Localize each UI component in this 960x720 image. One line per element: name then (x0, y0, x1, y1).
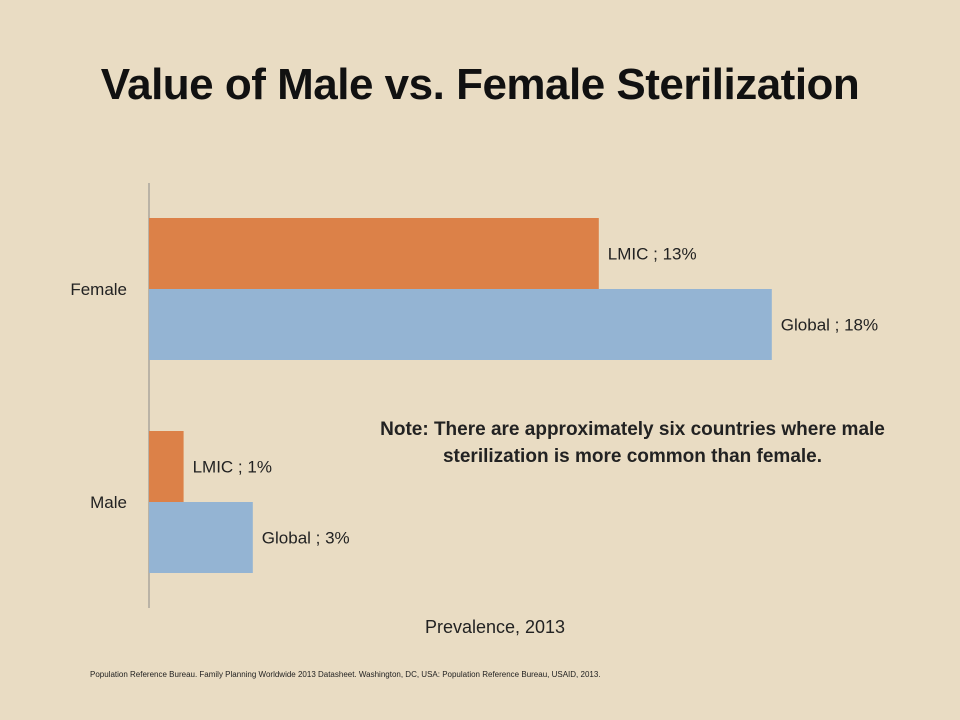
slide-title: Value of Male vs. Female Sterilization (100, 60, 860, 109)
data-label-global-female: Global ; 18% (781, 316, 878, 335)
bar-global-male (149, 502, 253, 573)
data-label-lmic-male: LMIC ; 1% (193, 458, 272, 477)
data-label-global-male: Global ; 3% (262, 529, 350, 548)
bar-lmic-male (149, 431, 184, 502)
category-label-female: Female (70, 280, 127, 299)
chart-note: Note: There are approximately six countr… (380, 419, 885, 467)
data-label-lmic-female: LMIC ; 13% (608, 245, 697, 264)
bars-group (149, 218, 772, 573)
bar-lmic-female (149, 218, 599, 289)
category-label-male: Male (90, 493, 127, 512)
citation: Population Reference Bureau. Family Plan… (90, 670, 601, 679)
x-axis-label: Prevalence, 2013 (424, 617, 566, 637)
category-labels: Female Male (70, 280, 127, 512)
bar-global-female (149, 289, 772, 360)
data-labels: LMIC ; 13% Global ; 18% LMIC ; 1% Global ; … (193, 245, 879, 548)
